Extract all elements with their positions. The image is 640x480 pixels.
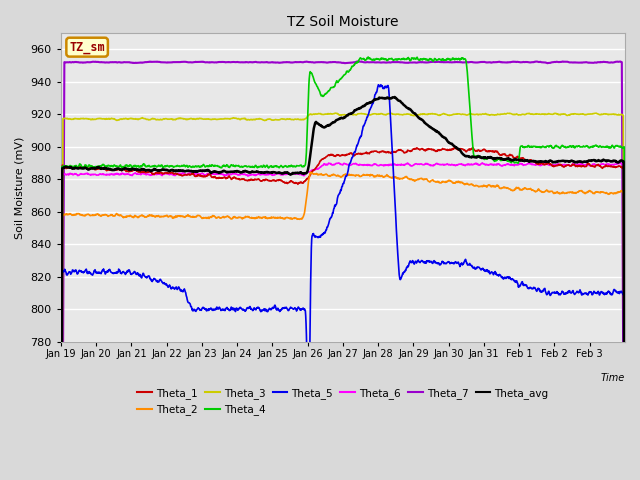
Text: TZ_sm: TZ_sm bbox=[69, 41, 105, 54]
Legend: Theta_1, Theta_2, Theta_3, Theta_4, Theta_5, Theta_6, Theta_7, Theta_avg: Theta_1, Theta_2, Theta_3, Theta_4, Thet… bbox=[133, 384, 553, 420]
Y-axis label: Soil Moisture (mV): Soil Moisture (mV) bbox=[15, 136, 25, 239]
Text: Time: Time bbox=[601, 372, 625, 383]
Title: TZ Soil Moisture: TZ Soil Moisture bbox=[287, 15, 399, 29]
